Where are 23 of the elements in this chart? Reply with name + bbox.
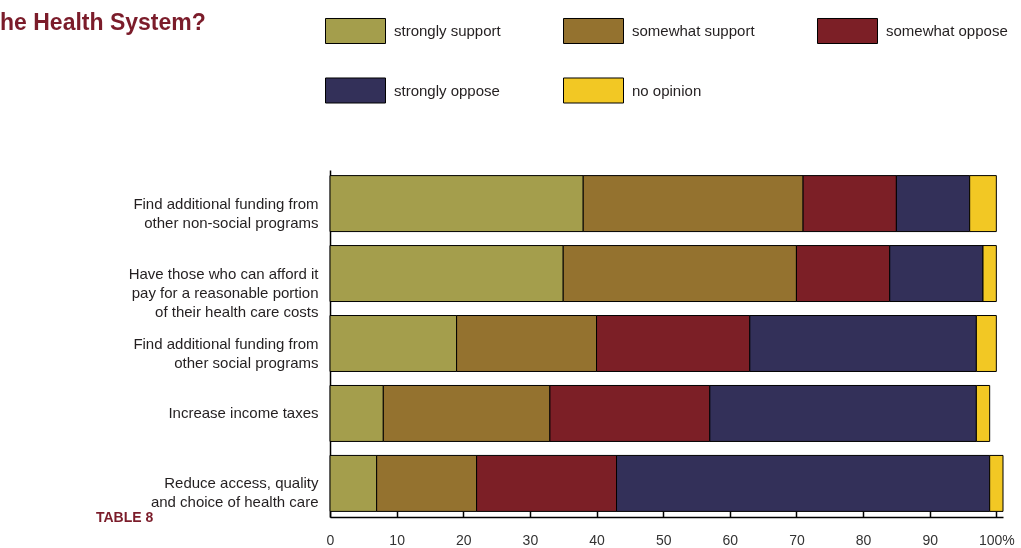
- x-tick-label: 0: [326, 531, 335, 548]
- y-tick-label: Reduce access, quality and choice of health care: [150, 474, 319, 511]
- x-tick-label: 70: [789, 531, 805, 548]
- y-tick-label: Have those who can afford it pay for a reasonable portion of their health care costs: [128, 264, 320, 320]
- x-tick-label: 60: [722, 531, 739, 548]
- legend-label: no opinion: [632, 81, 702, 99]
- y-tick-label: Find additional funding from other social programs: [133, 334, 319, 371]
- text: he Health System?: [0, 9, 206, 35]
- legend-label: somewhat support: [632, 22, 756, 39]
- y-tick-label: Find additional funding from other non-social programs: [133, 194, 319, 231]
- x-tick-label: 10: [389, 531, 406, 548]
- x-tick-label: 30: [522, 531, 539, 548]
- x-tick-label: 40: [589, 531, 606, 548]
- x-tick-label: 20: [455, 531, 472, 548]
- legend-label: somewhat oppose: [886, 22, 1008, 39]
- x-tick-label: 90: [922, 531, 939, 548]
- x-tick-label: 80: [855, 531, 872, 548]
- x-tick-label: 100%: [978, 531, 1015, 548]
- caption: TABLE 8: [96, 509, 154, 525]
- y-tick-label: Increase income taxes: [168, 404, 319, 422]
- x-tick-label: 50: [655, 531, 672, 548]
- legend-label: strongly oppose: [394, 81, 500, 99]
- legend-label: strongly support: [394, 22, 502, 39]
